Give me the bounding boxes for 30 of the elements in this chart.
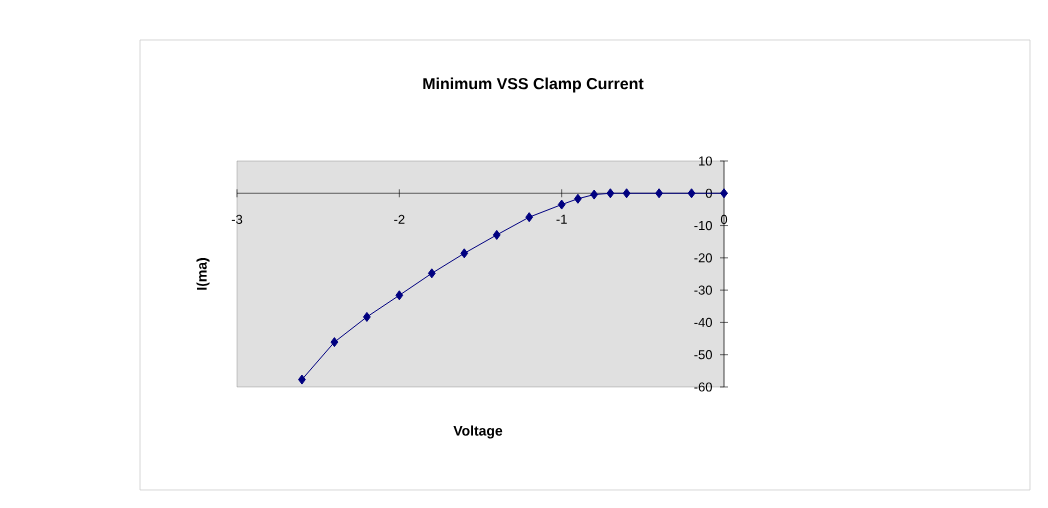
y-tick-label: -10 — [694, 220, 712, 231]
y-tick-label: -40 — [694, 317, 712, 327]
point — [492, 229, 501, 240]
x-tick-label: -1 — [556, 214, 567, 224]
x-tick-label: -2 — [394, 214, 405, 224]
y-tick-label: -50 — [694, 350, 712, 360]
y-axis-title: I(ma) — [196, 258, 210, 290]
point — [298, 374, 306, 385]
point — [427, 268, 436, 279]
point — [363, 311, 371, 322]
y-tick-label: -60 — [694, 382, 712, 392]
point — [655, 188, 663, 199]
point — [330, 337, 339, 348]
point — [687, 188, 696, 199]
point — [395, 290, 404, 301]
point — [720, 188, 728, 199]
point — [460, 248, 469, 259]
x-tick-label: 0 — [720, 214, 728, 224]
point — [574, 193, 582, 204]
point — [622, 188, 631, 199]
point — [557, 199, 566, 210]
y-tick-label: -20 — [694, 253, 712, 263]
point — [606, 188, 615, 199]
y-tick-label: 10 — [699, 156, 712, 166]
y-tick-label: -30 — [694, 285, 712, 295]
x-axis-title: Voltage — [453, 425, 503, 439]
point — [525, 212, 534, 223]
point — [590, 189, 599, 200]
x-tick-label: -3 — [231, 214, 243, 224]
chart-title: Minimum VSS Clamp Current — [423, 77, 644, 93]
